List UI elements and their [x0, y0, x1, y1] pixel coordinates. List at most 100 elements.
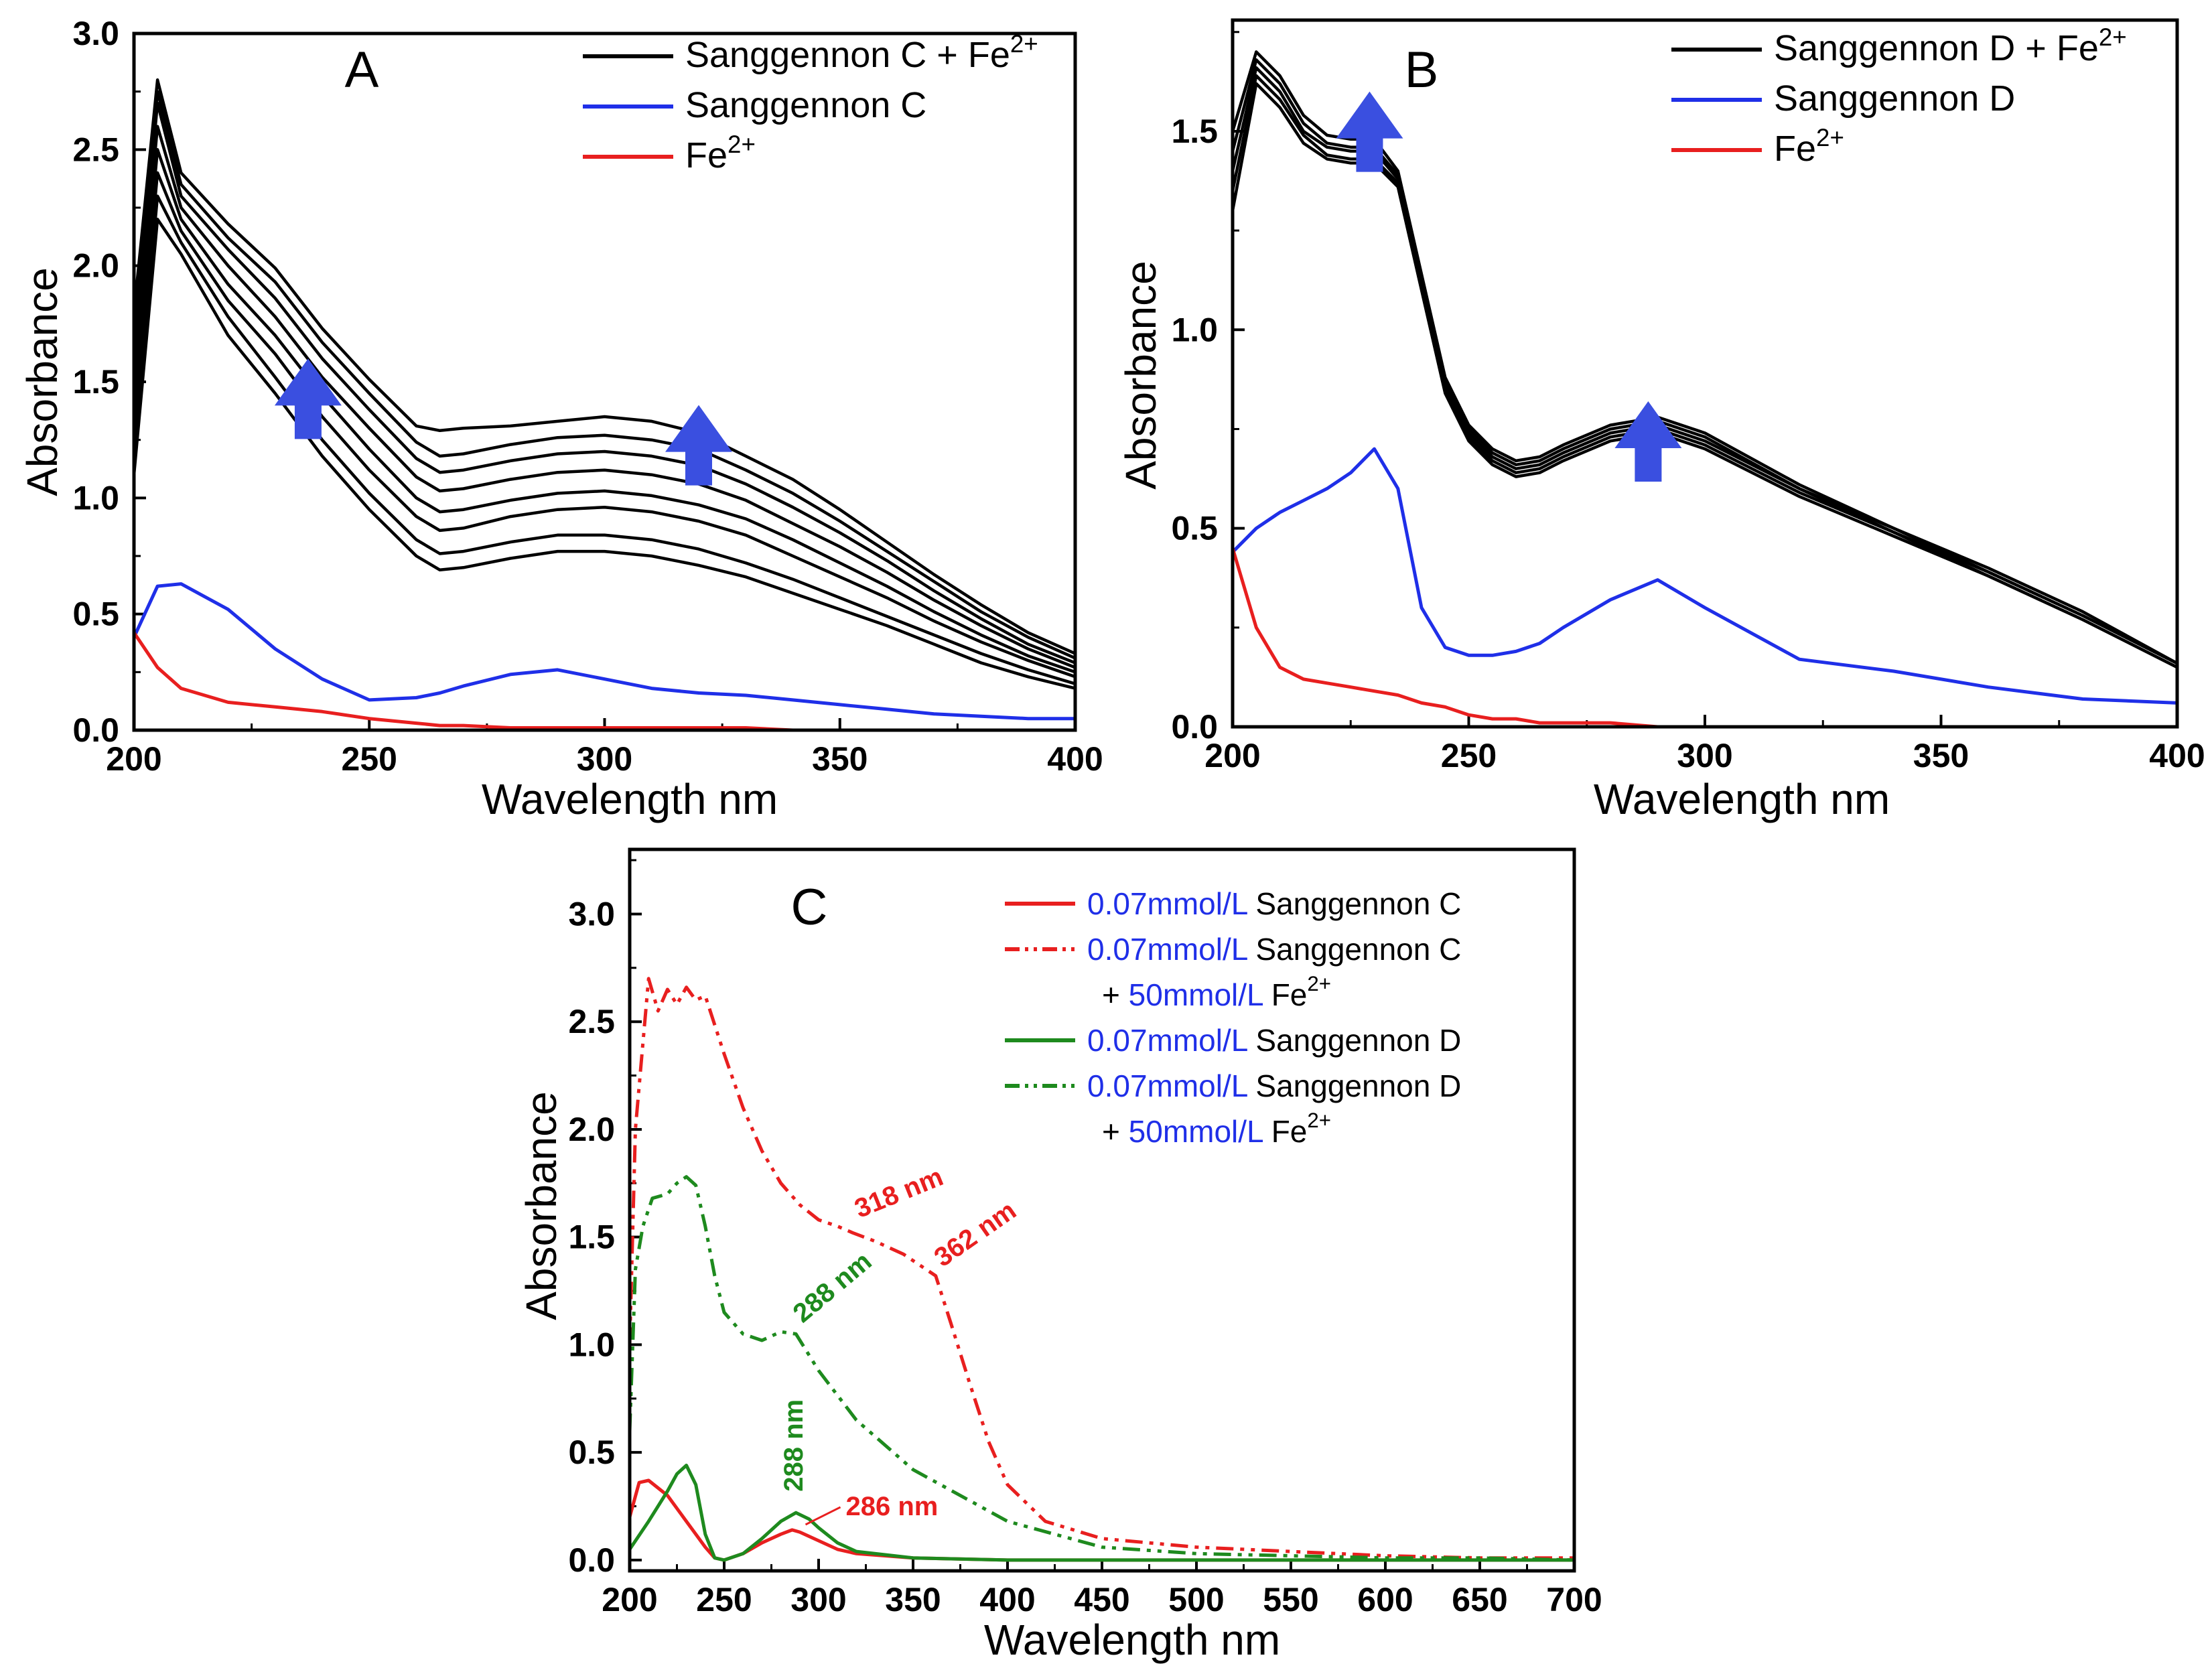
panel-c-legend-label-2-line2: + 50mmol/L Fe2+: [1102, 972, 1331, 1012]
panel-c-x-axis-label: Wavelength nm: [984, 1616, 1280, 1664]
panel-a-plot-frame: [132, 31, 1077, 732]
panel-b-y-tick-label: 0.0: [1171, 708, 1218, 746]
panel-a-series-line-1: [134, 218, 1075, 690]
panel-a-y-tick-label: 2.0: [72, 247, 119, 285]
panel-c-annotation-2: 362 nm: [929, 1196, 1022, 1273]
panel-c-annotation-3: 288 nm: [788, 1247, 878, 1328]
panel-a-series: [134, 78, 1075, 730]
panel-c-chart: 200 250 300 350 400 450 500 550 600 650 700 0.0 0.5 1…: [517, 847, 1602, 1664]
panel-c-annotation-5: 286 nm: [846, 1492, 939, 1521]
panel-c-ticks: 200 250 300 350 400 450 500 550 600 650 700 0.0 0.5 1…: [568, 859, 1602, 1618]
panel-a-series-line-10: [134, 632, 1075, 730]
panel-b-series-line-4: [1233, 58, 2177, 665]
panel-c-legend-label-4-line2: + 50mmol/L Fe2+: [1102, 1109, 1331, 1149]
panel-a-series-line-3: [134, 171, 1075, 679]
panel-a-x-tick-label: 200: [106, 740, 161, 778]
panel-c-x-tick-label: 400: [979, 1581, 1035, 1618]
panel-b-y-tick-label: 1.5: [1171, 113, 1218, 150]
panel-b-series: [1233, 50, 2177, 727]
panel-a-y-tick-label: 3.0: [72, 15, 119, 52]
panel-a-chart: 200 250 300 350 400 0.0 0.5 1.0 1.5 2.0 2.5 3.0 Wave…: [18, 15, 1103, 823]
panel-c-y-tick-label: 0.5: [568, 1434, 615, 1471]
panel-b-y-tick-label: 1.0: [1171, 311, 1218, 348]
panel-c-x-tick-label: 500: [1168, 1581, 1224, 1618]
panel-b-series-line-7: [1233, 547, 2177, 727]
panel-b-x-tick-label: 250: [1441, 737, 1497, 774]
panel-c-y-tick-label: 2.5: [568, 1003, 615, 1040]
panel-c-x-tick-label: 300: [790, 1581, 846, 1618]
panel-a-y-tick-label: 1.0: [72, 479, 119, 516]
panel-b-increase-arrow-2: [1614, 401, 1682, 482]
panel-a-x-tick-label: 350: [812, 740, 868, 778]
panel-a-series-line-5: [134, 125, 1075, 669]
panel-a-x-tick-label: 400: [1047, 740, 1103, 778]
panel-c-panel-letter: C: [791, 879, 828, 936]
panel-a-ticks: 200 250 300 350 400 0.0 0.5 1.0 1.5 2.0 2.5 3.0: [72, 15, 1103, 778]
panel-b-panel-letter: B: [1405, 42, 1439, 98]
panel-a-series-line-9: [134, 582, 1075, 721]
panel-b-legend-label-1: Sanggennon D + Fe2+: [1774, 23, 2127, 68]
panel-a-y-tick-label: 1.5: [72, 363, 119, 401]
panel-a-x-axis-label: Wavelength nm: [482, 775, 778, 823]
panel-a-increase-arrow-1: [274, 358, 342, 439]
panel-b-chart: 200 250 300 350 400 0.0 0.5 1.0 1.5 Wavelength nm…: [1117, 18, 2205, 823]
panel-c-y-tick-label: 2.0: [568, 1111, 615, 1148]
panel-b-x-tick-label: 300: [1677, 737, 1732, 774]
panel-c-series: [630, 977, 1574, 1562]
panel-b-series-line-2: [1233, 74, 2177, 669]
panel-a-series-line-2: [134, 194, 1075, 685]
panel-a-y-axis-label: Absorbance: [18, 267, 66, 496]
panel-c-x-tick-label: 550: [1263, 1581, 1318, 1618]
panel-c-x-tick-label: 650: [1452, 1581, 1507, 1618]
panel-a-series-line-8: [134, 78, 1075, 655]
panel-c-legend-label-3: 0.07mmol/L Sanggennon D: [1087, 1023, 1461, 1058]
panel-b-y-tick-label: 0.5: [1171, 510, 1218, 547]
panel-c-legend-label-1: 0.07mmol/L Sanggennon C: [1087, 886, 1461, 921]
panel-c-y-tick-label: 0.0: [568, 1541, 615, 1579]
panel-c-legend-label-2: 0.07mmol/L Sanggennon C: [1087, 932, 1461, 967]
panel-b-x-axis-label: Wavelength nm: [1594, 775, 1890, 823]
panel-b-plot-frame: [1231, 18, 2179, 729]
panel-c-x-tick-label: 350: [885, 1581, 941, 1618]
panel-a-y-tick-label: 0.0: [72, 711, 119, 749]
panel-a-increase-arrow-2: [665, 405, 732, 486]
panel-c-x-tick-label: 700: [1546, 1581, 1602, 1618]
panel-c-x-tick-label: 600: [1357, 1581, 1413, 1618]
panel-a-y-tick-label: 0.5: [72, 596, 119, 633]
panel-c-y-axis-label: Absorbance: [517, 1091, 565, 1320]
panel-b-x-tick-label: 350: [1913, 737, 1969, 774]
panel-c-x-tick-label: 200: [602, 1581, 657, 1618]
panel-b-x-tick-label: 200: [1204, 737, 1260, 774]
panel-c-y-tick-label: 3.0: [568, 895, 615, 932]
panel-a-y-tick-label: 2.5: [72, 131, 119, 168]
panel-a-series-line-7: [134, 90, 1075, 660]
panel-a-legend-label-1: Sanggennon C + Fe2+: [685, 30, 1038, 75]
panel-c-y-tick-label: 1.0: [568, 1326, 615, 1363]
panel-b-y-axis-label: Absorbance: [1117, 261, 1165, 490]
panel-c-series-line-2: [630, 977, 1574, 1560]
panel-c-annotation-leader-5: [805, 1506, 841, 1526]
panel-b-legend-label-2: Sanggennon D: [1774, 78, 2015, 119]
panel-a-panel-letter: A: [345, 42, 379, 98]
panel-c-annotation-1: 318 nm: [851, 1162, 947, 1224]
panel-c-legend: 0.07mmol/L Sanggennon C 0.07mmol/L Sangge…: [1005, 886, 1461, 1149]
panel-c-series-line-3: [630, 1464, 1574, 1562]
panel-b-ticks: 200 250 300 350 400 0.0 0.5 1.0 1.5: [1171, 31, 2205, 774]
panel-a-x-tick-label: 300: [577, 740, 632, 778]
panel-a-legend-label-2: Sanggennon C: [685, 85, 926, 125]
panel-c-series-line-1: [630, 1478, 1574, 1562]
panel-b-series-line-6: [1233, 447, 2177, 705]
panel-b-legend: Sanggennon D + Fe2+ Sanggennon D Fe2+: [1671, 23, 2127, 169]
panel-b-series-line-1: [1233, 82, 2177, 669]
panel-b-series-line-5: [1233, 50, 2177, 665]
panel-c-x-tick-label: 250: [696, 1581, 752, 1618]
panel-a-legend-label-3: Fe2+: [685, 131, 756, 176]
panel-b-x-tick-label: 400: [2149, 737, 2205, 774]
panel-a-series-line-4: [134, 148, 1075, 674]
panel-a-x-tick-label: 250: [342, 740, 397, 778]
panel-b-increase-arrow-1: [1336, 91, 1403, 172]
panel-c-legend-label-4: 0.07mmol/L Sanggennon D: [1087, 1068, 1461, 1103]
panel-a-series-line-6: [134, 101, 1075, 665]
panel-c-series-line-4: [630, 1175, 1574, 1562]
